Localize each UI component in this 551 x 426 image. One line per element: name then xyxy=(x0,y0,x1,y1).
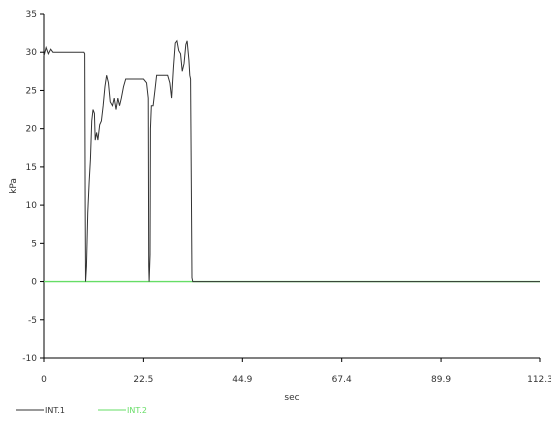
legend-label: INT.2 xyxy=(127,406,147,415)
x-tick-label: 89.9 xyxy=(431,375,451,385)
y-tick-label: -5 xyxy=(28,316,37,326)
x-tick-label: 22.5 xyxy=(133,375,153,385)
axes xyxy=(43,14,540,359)
x-axis-ticks: 0 22.5 44.9 67.4 89.9 112.3 xyxy=(41,358,551,385)
y-tick-label: 5 xyxy=(31,239,37,249)
y-tick-label: 20 xyxy=(26,125,38,135)
x-tick-label: 67.4 xyxy=(332,375,352,385)
y-axis-ticks: 35 30 25 20 15 10 5 0 -5 -10 xyxy=(22,10,44,364)
y-tick-label: 10 xyxy=(26,201,38,211)
y-tick-label: 30 xyxy=(26,48,38,58)
y-axis-title: kPa xyxy=(9,178,19,194)
y-tick-label: 35 xyxy=(26,10,37,20)
y-tick-label: 25 xyxy=(26,86,37,96)
series-lines xyxy=(43,39,540,283)
legend: INT.1 INT.2 xyxy=(16,406,147,415)
series-line-int-1 xyxy=(43,39,540,283)
x-tick-label: 44.9 xyxy=(232,375,252,385)
legend-label: INT.1 xyxy=(45,406,65,415)
y-tick-label: 0 xyxy=(31,278,37,288)
y-tick-label: -10 xyxy=(22,354,37,364)
x-axis-title: sec xyxy=(284,393,299,403)
x-tick-label: 112.3 xyxy=(527,375,551,385)
x-tick-label: 0 xyxy=(41,375,47,385)
y-tick-label: 15 xyxy=(26,163,37,173)
